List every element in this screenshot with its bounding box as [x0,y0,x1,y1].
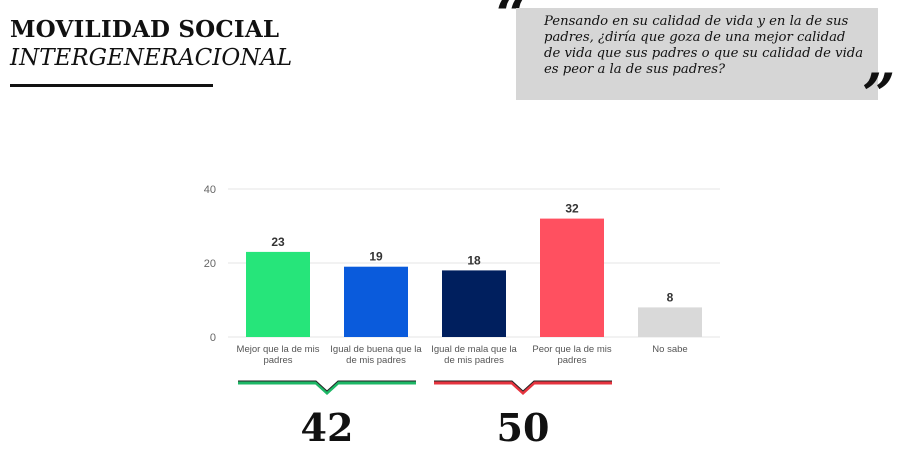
title-underline [10,84,213,87]
group-bracket-shadow [238,380,416,392]
x-tick-label: No sabe [652,344,687,355]
page-title: MOVILIDAD SOCIAL [10,16,280,43]
question-box: Pensando en su calidad de vida y en la d… [516,8,878,100]
bar-value-label: 19 [369,250,383,264]
page-subtitle: INTERGENERACIONAL [10,45,293,71]
y-tick-label: 0 [210,332,216,344]
group-total-same-bad-or-worse: 50 [496,405,550,450]
close-quote-icon: ” [862,61,896,129]
y-tick-label: 40 [204,184,216,196]
bar [540,218,604,337]
bar [344,266,408,337]
group-bracket [434,381,612,396]
x-tick-label: Peor que la de mis padres [532,344,611,366]
bar [638,307,702,337]
group-bracket [238,381,416,396]
bar-value-label: 32 [565,202,579,216]
y-tick-label: 20 [204,258,216,270]
x-tick-label: Igual de mala que la de mis padres [431,344,517,366]
group-bracket-shadow [434,380,612,392]
x-tick-label: Mejor que la de mis padres [237,344,320,366]
bar-value-label: 8 [667,290,674,304]
bar [442,270,506,337]
x-tick-label: Igual de buena que la de mis padres [330,344,422,366]
question-text: Pensando en su calidad de vida y en la d… [544,14,864,77]
bar [246,251,310,337]
bar-value-label: 18 [467,253,481,267]
title-block: MOVILIDAD SOCIAL INTERGENERACIONAL [10,16,292,72]
group-total-better-or-same: 42 [300,405,354,450]
bar-value-label: 23 [271,235,285,249]
